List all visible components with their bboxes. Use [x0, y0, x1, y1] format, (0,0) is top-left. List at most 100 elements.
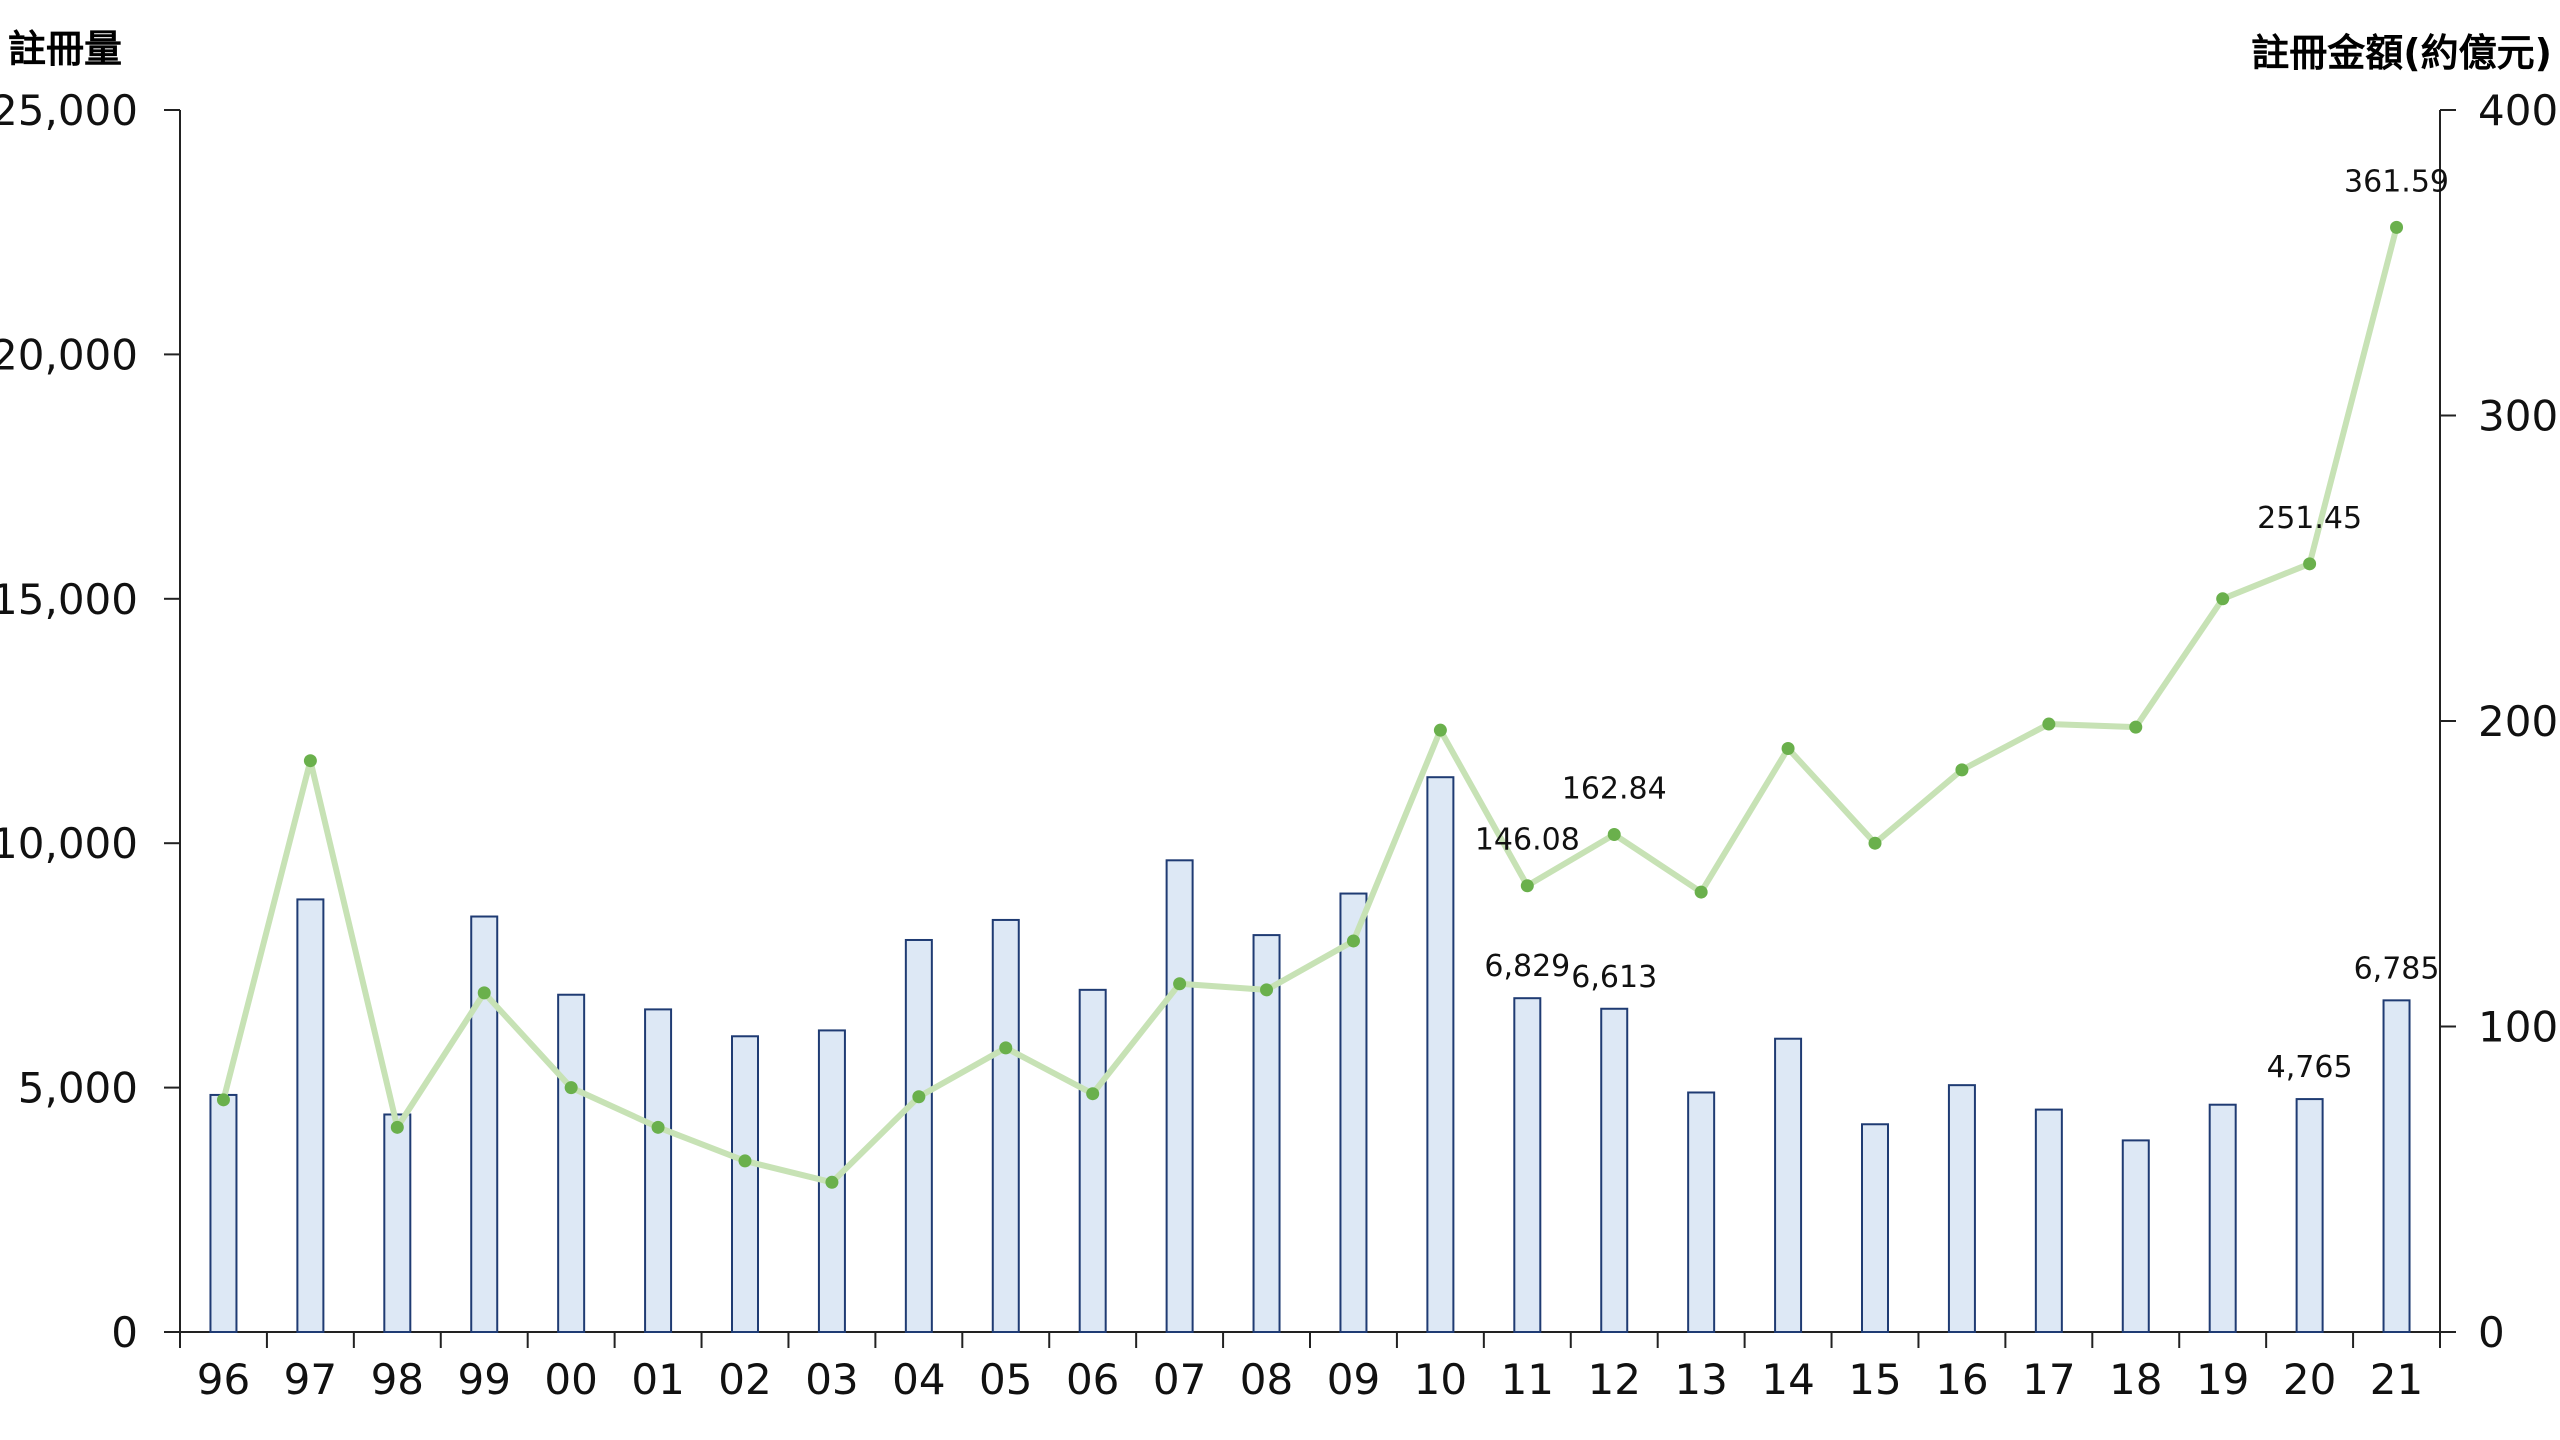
x-tick-label: 13 [1674, 1355, 1727, 1404]
line-value-label: 361.59 [2344, 164, 2449, 199]
bar [1861, 1123, 1889, 1334]
line-point [1520, 879, 1534, 893]
bar [1687, 1091, 1716, 1334]
bar [209, 1093, 238, 1333]
line-value-label: 251.45 [2257, 501, 2362, 536]
bar [2034, 1108, 2063, 1333]
line-point [1694, 885, 1708, 899]
bar [557, 993, 586, 1334]
line-path [220, 224, 2400, 1186]
left-axis-title: 註冊量 [8, 27, 123, 71]
x-tick-label: 19 [2196, 1355, 2249, 1404]
x-tick-label: 05 [979, 1355, 1032, 1404]
x-tick-label: 99 [458, 1355, 511, 1404]
line-point [2042, 717, 2056, 731]
line-point [651, 1120, 665, 1134]
line-value-label: 146.08 [1475, 823, 1580, 858]
left-tick-label: 25,000 [0, 86, 138, 135]
x-tick-label: 06 [1066, 1355, 1119, 1404]
bar [644, 1008, 673, 1334]
right-tick-label: 400 [2478, 86, 2558, 135]
x-tick-label: 11 [1501, 1355, 1554, 1404]
data-labels: 6,829 6,613 4,765 6,785 146.08 162.84 251.45 36… [1475, 164, 2449, 1085]
line-point [390, 1120, 404, 1134]
line-point [2390, 220, 2404, 234]
line-point [1346, 934, 1360, 948]
right-tick-label: 0 [2478, 1308, 2505, 1357]
x-tick-label: 12 [1588, 1355, 1641, 1404]
bar [731, 1035, 759, 1333]
line-series [216, 220, 2404, 1189]
line-point [2303, 557, 2317, 571]
x-tick-label: 09 [1327, 1355, 1380, 1404]
x-tick-label: 17 [2022, 1355, 2075, 1404]
bar [1339, 892, 1368, 1333]
line-point [1868, 836, 1882, 850]
line-point [1173, 977, 1187, 991]
bar-series [209, 776, 2411, 1334]
bar-value-label: 6,613 [1571, 960, 1657, 995]
line-point [738, 1154, 752, 1168]
x-tick-label: 08 [1240, 1355, 1293, 1404]
left-tick-label: 20,000 [0, 330, 138, 379]
x-tick-label: 03 [805, 1355, 858, 1404]
left-tick-label: 5,000 [18, 1064, 138, 1113]
x-tick-label: 16 [1935, 1355, 1988, 1404]
x-tick-label: 04 [892, 1355, 945, 1404]
x-tick-label: 07 [1153, 1355, 1206, 1404]
x-tick-label: 10 [1414, 1355, 1467, 1404]
bar-value-label: 4,765 [2267, 1050, 2353, 1085]
x-tick-label: 14 [1761, 1355, 1814, 1404]
right-tick-label: 300 [2478, 392, 2558, 441]
bar [2382, 999, 2411, 1333]
x-tick-label: 02 [718, 1355, 771, 1404]
line-value-label: 162.84 [1562, 772, 1667, 807]
line-point [1260, 983, 1274, 997]
bar [1165, 859, 1194, 1333]
bar-value-label: 6,829 [1484, 949, 1570, 984]
bar [1947, 1084, 1976, 1333]
right-tick-label: 200 [2478, 697, 2558, 746]
line-point [2216, 592, 2230, 606]
line-point [1086, 1087, 1100, 1101]
axes: 0 5,000 10,000 15,000 20,000 25,000 0 100 200 300… [0, 86, 2558, 1404]
x-tick-label: 96 [197, 1355, 250, 1404]
bar [1426, 776, 1455, 1333]
x-tick-label: 18 [2109, 1355, 2162, 1404]
line-point [999, 1041, 1013, 1055]
x-tick-label: 98 [371, 1355, 424, 1404]
line-point [1781, 741, 1795, 755]
bar [383, 1113, 412, 1334]
bar-value-label: 6,785 [2354, 951, 2440, 986]
right-axis-title: 註冊金額(約億元) [2251, 31, 2552, 75]
line-point [1433, 723, 1447, 737]
x-tick-label: 97 [284, 1355, 337, 1404]
bar [296, 898, 325, 1333]
line-point [1607, 828, 1621, 842]
line-point [303, 754, 317, 768]
bar [991, 918, 1020, 1333]
line-point [1955, 763, 1969, 777]
left-tick-label: 0 [111, 1308, 138, 1357]
line-point [564, 1081, 578, 1095]
x-tick-label: 21 [2370, 1355, 2423, 1404]
line-point [2129, 720, 2143, 734]
left-tick-label: 10,000 [0, 819, 138, 868]
line-point [216, 1093, 230, 1107]
bar [470, 915, 499, 1334]
bar [1774, 1037, 1803, 1333]
line-point [825, 1175, 839, 1189]
line-point [477, 986, 491, 1000]
bar [2208, 1103, 2237, 1334]
right-tick-label: 100 [2478, 1003, 2558, 1052]
bar [1600, 1007, 1629, 1333]
bar [904, 938, 933, 1334]
x-tick-label: 01 [631, 1355, 684, 1404]
bar [1513, 997, 1542, 1333]
line-point [912, 1090, 926, 1104]
left-tick-label: 15,000 [0, 575, 138, 624]
bar [1078, 988, 1107, 1334]
bar [2295, 1098, 2324, 1333]
bar [1252, 934, 1281, 1334]
